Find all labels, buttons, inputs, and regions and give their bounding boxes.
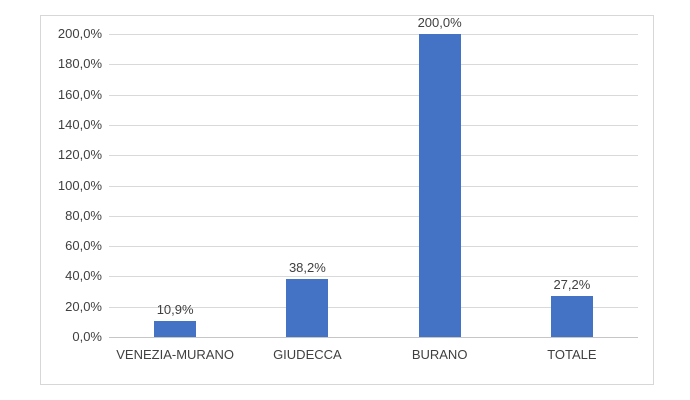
plot-area: 10,9% 38,2% 200,0% 27,2% (109, 15, 638, 338)
x-axis-labels: VENEZIA-MURANO GIUDECCA BURANO TOTALE (109, 347, 638, 365)
chart-frame: 0,0% 20,0% 40,0% 60,0% 80,0% 100,0% 120,0% 140,… (40, 15, 654, 385)
y-axis-tick-label: 100,0% (57, 177, 102, 193)
x-axis-category-label: GIUDECCA (273, 347, 342, 362)
gridline (109, 185, 638, 187)
gridline (109, 64, 638, 66)
bar-value-label: 10,9% (156, 301, 194, 317)
bar-value-label: 27,2% (553, 276, 591, 292)
bar-venezia-murano[interactable] (154, 320, 197, 337)
bar-totale[interactable] (550, 295, 593, 337)
y-axis-tick-label: 0,0% (72, 329, 102, 344)
y-axis-tick-label: 40,0% (65, 268, 102, 284)
gridline (109, 155, 638, 157)
gridline (109, 276, 638, 278)
gridline (109, 215, 638, 217)
bar-value-label: 200,0% (417, 15, 462, 30)
x-axis-category-label: TOTALE (547, 347, 597, 362)
gridline (109, 94, 638, 96)
y-axis-tick-label: 160,0% (57, 86, 102, 102)
bar-giudecca[interactable] (286, 279, 329, 337)
x-axis-category-label: BURANO (411, 347, 468, 362)
y-axis-tick-label: 180,0% (57, 56, 102, 72)
y-axis-tick-label: 60,0% (65, 238, 102, 254)
gridline (109, 34, 638, 35)
bar-value-label: 38,2% (288, 260, 326, 276)
y-axis-tick-label: 20,0% (65, 298, 102, 314)
x-axis-category-label: VENEZIA-MURANO (116, 347, 234, 362)
gridline (109, 124, 638, 126)
y-axis-tick-label: 200,0% (57, 26, 102, 41)
y-axis-tick-label: 80,0% (65, 207, 102, 223)
y-axis-tick-label: 120,0% (57, 147, 102, 163)
gridline (109, 246, 638, 248)
gridline (109, 306, 638, 308)
y-axis-tick-label: 140,0% (57, 116, 102, 132)
y-axis-labels: 0,0% 20,0% 40,0% 60,0% 80,0% 100,0% 120,0% 140,… (41, 26, 104, 344)
bar-burano[interactable] (418, 34, 461, 337)
